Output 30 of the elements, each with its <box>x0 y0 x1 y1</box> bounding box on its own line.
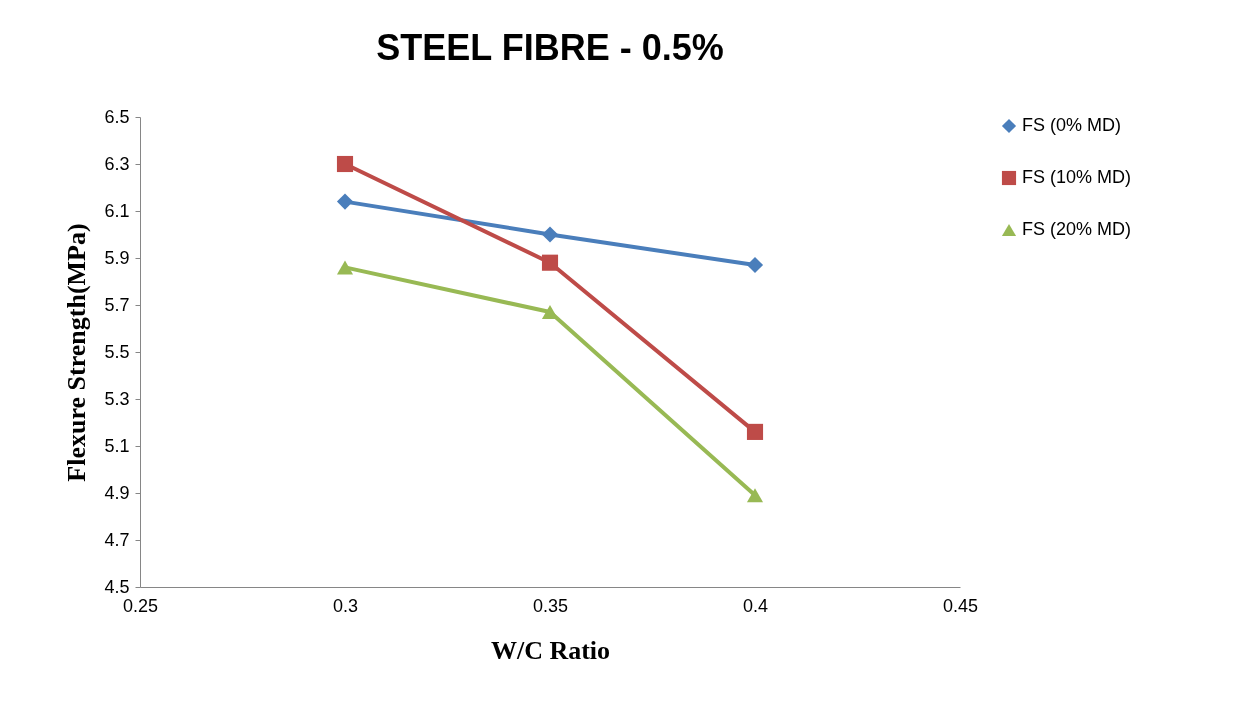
x-tick-label: 0.45 <box>942 595 979 616</box>
y-tick-label: 5.7 <box>104 294 130 315</box>
point <box>746 256 764 274</box>
x-tick-label: 0.35 <box>532 595 569 616</box>
point <box>541 254 559 271</box>
point <box>336 260 354 275</box>
legend-label: FS (0% MD) <box>1022 115 1121 135</box>
y-tick-label: 5.3 <box>104 388 130 409</box>
chart-title: STEEL FIBRE - 0.5% <box>376 27 724 68</box>
y-tick-label: 4.9 <box>104 482 130 503</box>
y-tick-label: 5.9 <box>104 247 130 268</box>
point <box>336 155 354 173</box>
y-tick-label: 6.1 <box>104 200 130 221</box>
x-axis-title: W/C Ratio <box>490 635 611 665</box>
y-tick-label: 4.5 <box>104 576 130 597</box>
point <box>746 423 764 440</box>
point <box>746 488 764 503</box>
point <box>336 193 354 210</box>
y-tick-label: 5.1 <box>104 435 130 456</box>
x-tick-label: 0.25 <box>122 595 159 616</box>
y-tick-label: 4.7 <box>104 529 130 550</box>
x-tick-label: 0.4 <box>742 595 769 616</box>
legend-label: FS (10% MD) <box>1022 167 1132 187</box>
y-tick-label: 5.5 <box>104 341 130 362</box>
point <box>541 226 559 243</box>
x-tick-label: 0.3 <box>332 595 359 616</box>
y-tick-label: 6.5 <box>104 106 130 127</box>
legend-label: FS (20% MD) <box>1022 219 1132 239</box>
y-axis-title: Flexure Strength(MPa) <box>62 223 92 482</box>
y-tick-label: 6.3 <box>104 153 130 174</box>
